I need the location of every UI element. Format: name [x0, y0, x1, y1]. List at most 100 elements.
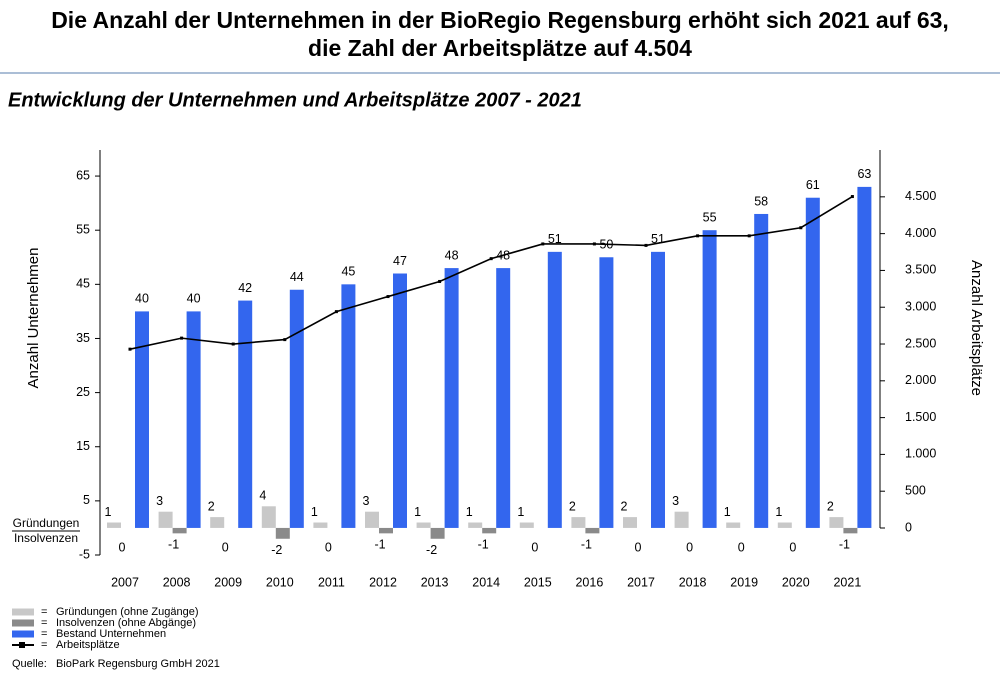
y2-tick-label: 500 — [905, 484, 926, 498]
bar — [651, 251, 665, 528]
legend-swatch — [12, 619, 34, 627]
bar — [238, 300, 253, 528]
y2-tick-label: 0 — [905, 520, 912, 534]
legend-symbol: = — [41, 617, 47, 629]
bar — [829, 517, 844, 528]
row-label: Insolvenzen — [14, 531, 78, 545]
bar — [444, 268, 459, 528]
data-label: 51 — [548, 232, 562, 246]
row-label: Gründungen — [13, 516, 80, 530]
data-label: 0 — [119, 540, 126, 554]
data-label: 40 — [187, 292, 201, 306]
y2-axis-label: Anzahl Arbeitsplätze — [968, 260, 985, 396]
y-axis-label: Anzahl Unternehmen — [25, 248, 42, 389]
data-label: 3 — [672, 494, 679, 508]
bar — [496, 268, 511, 528]
line-marker — [696, 234, 700, 238]
line-marker — [644, 243, 648, 247]
x-tick-label: 2021 — [833, 575, 861, 589]
data-label: 3 — [363, 494, 370, 508]
x-tick-label: 2016 — [575, 575, 603, 589]
y-tick-label: 65 — [76, 168, 90, 182]
y-tick-label: 55 — [76, 222, 90, 236]
line-marker — [283, 338, 287, 342]
bar — [754, 213, 769, 528]
data-label: 42 — [238, 281, 252, 295]
y2-tick-label: 2.000 — [905, 373, 936, 387]
data-label: 3 — [156, 494, 163, 508]
data-label: 44 — [290, 270, 304, 284]
x-tick-label: 2017 — [627, 575, 655, 589]
y-tick-label: 35 — [76, 331, 90, 345]
bar — [289, 289, 304, 528]
data-label: -1 — [374, 538, 385, 552]
bar — [261, 506, 276, 528]
y2-tick-label: 2.500 — [905, 336, 936, 350]
chart-subtitle: Entwicklung der Unternehmen und Arbeitsp… — [8, 89, 582, 111]
x-tick-label: 2019 — [730, 575, 758, 589]
legend-label: Bestand Unternehmen — [56, 628, 166, 640]
bar — [158, 511, 173, 528]
data-label: 63 — [857, 167, 871, 181]
bar — [777, 522, 792, 528]
y2-tick-label: 3.500 — [905, 263, 936, 277]
legend-symbol: = — [41, 628, 47, 640]
data-label: 1 — [775, 505, 782, 519]
y-tick-label: 15 — [76, 439, 90, 453]
data-label: 0 — [531, 540, 538, 554]
bar — [857, 186, 872, 528]
data-label: 1 — [724, 505, 731, 519]
y2-tick-label: 3.000 — [905, 300, 936, 314]
bar — [674, 511, 689, 528]
data-label: -1 — [478, 538, 489, 552]
bar — [430, 527, 445, 539]
legend-symbol: = — [41, 606, 47, 618]
bar — [599, 257, 614, 528]
chart-title: Die Anzahl der Unternehmen in der BioReg… — [51, 7, 949, 33]
bar — [275, 527, 290, 539]
line-marker — [489, 257, 493, 261]
bar — [585, 527, 600, 534]
bar — [186, 311, 201, 528]
data-label: 40 — [135, 292, 149, 306]
bar — [393, 273, 407, 528]
bar — [379, 527, 393, 534]
data-label: 0 — [686, 540, 693, 554]
bar — [482, 527, 497, 534]
bar — [313, 522, 328, 528]
data-label: -1 — [581, 538, 592, 552]
data-label: 55 — [703, 210, 717, 224]
data-label: 1 — [517, 505, 524, 519]
x-tick-label: 2013 — [421, 575, 449, 589]
data-label: 0 — [738, 540, 745, 554]
data-label: -2 — [426, 543, 437, 557]
data-label: 0 — [222, 540, 229, 554]
data-label: 48 — [445, 248, 459, 262]
x-tick-label: 2015 — [524, 575, 552, 589]
data-label: 0 — [635, 540, 642, 554]
bar — [547, 251, 562, 528]
x-tick-label: 2011 — [318, 575, 345, 589]
data-label: 1 — [414, 505, 421, 519]
line-marker — [128, 347, 132, 351]
data-label: 61 — [806, 178, 820, 192]
bar — [702, 230, 717, 528]
data-label: 4 — [259, 489, 266, 503]
y2-tick-label: 4.000 — [905, 226, 936, 240]
chart-title: die Zahl der Arbeitsplätze auf 4.504 — [308, 35, 692, 61]
data-label: 58 — [754, 194, 768, 208]
legend-label: Gründungen (ohne Zugänge) — [56, 606, 199, 618]
legend-symbol: = — [41, 639, 47, 651]
line-marker — [799, 226, 803, 230]
y2-tick-label: 1.500 — [905, 410, 936, 424]
data-label: 1 — [466, 505, 473, 519]
x-tick-label: 2018 — [679, 575, 707, 589]
line-marker — [438, 279, 442, 283]
x-tick-label: 2014 — [472, 575, 500, 589]
data-label: -2 — [271, 543, 282, 557]
bar — [726, 522, 741, 528]
y-tick-label: 45 — [76, 277, 90, 291]
y2-tick-label: 1.000 — [905, 447, 936, 461]
line-marker — [334, 310, 338, 314]
data-label: 1 — [105, 505, 112, 519]
